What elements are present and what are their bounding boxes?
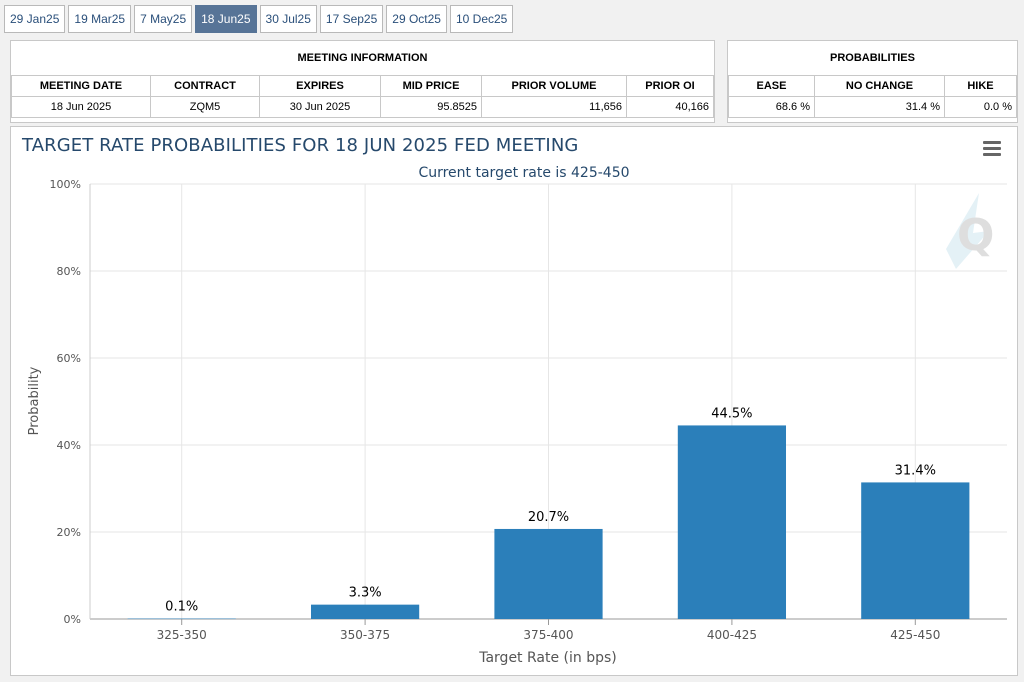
chart-subtitle: Current target rate is 425-450 <box>418 165 629 181</box>
data-label: 44.5% <box>711 406 752 421</box>
x-tick-label: 350-375 <box>340 628 390 642</box>
header-expires: EXPIRES <box>259 74 381 97</box>
data-label: 31.4% <box>895 463 936 478</box>
data-label: 3.3% <box>349 586 382 601</box>
y-tick-label: 80% <box>57 265 81 278</box>
data-label: 20.7% <box>528 510 569 525</box>
y-tick-label: 0% <box>64 613 81 626</box>
y-tick-label: 40% <box>57 439 81 452</box>
mid-price-value: 95.8525 <box>380 95 482 118</box>
y-tick-label: 20% <box>57 526 81 539</box>
x-tick-label: 375-400 <box>523 628 573 642</box>
meeting-information-panel: MEETING INFORMATION MEETING DATE CONTRAC… <box>10 40 715 123</box>
probabilities-caption: PROBABILITIES <box>728 41 1017 76</box>
tab-29-oct25[interactable]: 29 Oct25 <box>386 5 447 33</box>
bar-425-450[interactable] <box>861 482 970 619</box>
meeting-tabs: 29 Jan25 19 Mar25 7 May25 18 Jun25 30 Ju… <box>4 5 514 33</box>
tab-7-may25[interactable]: 7 May25 <box>134 5 193 33</box>
header-mid-price: MID PRICE <box>380 74 482 97</box>
x-tick-label: 325-350 <box>157 628 207 642</box>
tab-19-mar25[interactable]: 19 Mar25 <box>68 5 132 33</box>
quikstrike-logo-icon: Q <box>946 193 994 269</box>
y-axis-label: Probability <box>27 366 42 435</box>
meeting-information-caption: MEETING INFORMATION <box>11 41 714 76</box>
chart-menu-icon[interactable] <box>983 141 1001 156</box>
header-ease: EASE <box>728 74 815 97</box>
x-axis-label: Target Rate (in bps) <box>478 650 617 666</box>
data-label: 0.1% <box>165 600 198 615</box>
chart-title: TARGET RATE PROBABILITIES FOR 18 JUN 202… <box>22 135 579 156</box>
tab-10-dec25[interactable]: 10 Dec25 <box>449 5 514 33</box>
bar-375-400[interactable] <box>494 528 603 619</box>
tab-17-sep25[interactable]: 17 Sep25 <box>319 5 384 33</box>
probabilities-table: PROBABILITIES EASE NO CHANGE HIKE 68.6 %… <box>728 41 1017 118</box>
header-no-change: NO CHANGE <box>814 74 945 97</box>
tab-18-jun25[interactable]: 18 Jun25 <box>195 5 257 33</box>
contract-value: ZQM5 <box>150 95 260 118</box>
y-tick-label: 60% <box>57 352 81 365</box>
x-tick-label: 400-425 <box>707 628 757 642</box>
chart-panel: TARGET RATE PROBABILITIES FOR 18 JUN 202… <box>10 126 1018 676</box>
ease-value: 68.6 % <box>728 95 815 118</box>
tab-29-jan25[interactable]: 29 Jan25 <box>4 5 66 33</box>
tab-30-jul25[interactable]: 30 Jul25 <box>259 5 317 33</box>
expires-value: 30 Jun 2025 <box>259 95 381 118</box>
svg-text:Q: Q <box>957 210 994 261</box>
x-tick-label: 425-450 <box>890 628 940 642</box>
hike-value: 0.0 % <box>944 95 1017 118</box>
bar-325-350[interactable] <box>127 618 236 620</box>
header-contract: CONTRACT <box>150 74 260 97</box>
y-tick-label: 100% <box>50 178 81 191</box>
header-meeting-date: MEETING DATE <box>11 74 151 97</box>
prior-oi-value: 40,166 <box>626 95 714 118</box>
header-prior-oi: PRIOR OI <box>626 74 714 97</box>
chart-svg: Current target rate is 425-450 Q 0% 20% 40… <box>27 165 1007 666</box>
bar-350-375[interactable] <box>310 604 420 619</box>
prior-volume-value: 11,656 <box>481 95 627 118</box>
header-hike: HIKE <box>944 74 1017 97</box>
meeting-information-table: MEETING INFORMATION MEETING DATE CONTRAC… <box>11 41 714 118</box>
probabilities-panel: PROBABILITIES EASE NO CHANGE HIKE 68.6 %… <box>727 40 1018 123</box>
no-change-value: 31.4 % <box>814 95 945 118</box>
bar-400-425[interactable] <box>677 425 787 619</box>
meeting-date-value: 18 Jun 2025 <box>11 95 151 118</box>
header-prior-volume: PRIOR VOLUME <box>481 74 627 97</box>
